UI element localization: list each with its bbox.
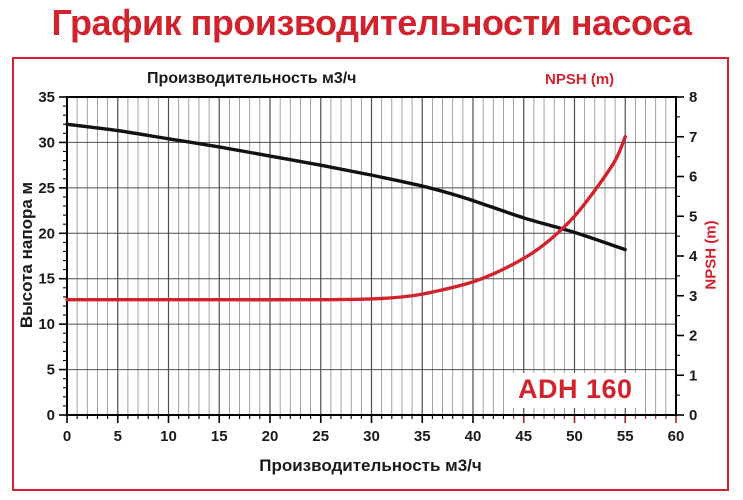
- svg-text:30: 30: [363, 428, 380, 445]
- svg-text:20: 20: [38, 225, 55, 242]
- svg-text:7: 7: [689, 129, 697, 146]
- top-axis-label: Производительность м3/ч: [147, 70, 357, 87]
- svg-text:6: 6: [689, 169, 697, 186]
- svg-text:60: 60: [668, 428, 685, 445]
- svg-text:0: 0: [47, 407, 55, 424]
- svg-text:5: 5: [689, 208, 697, 225]
- svg-text:8: 8: [689, 89, 697, 106]
- svg-text:3: 3: [689, 288, 697, 305]
- page-title: График производительности насоса: [51, 2, 692, 43]
- svg-text:4: 4: [689, 248, 698, 265]
- svg-text:25: 25: [312, 428, 329, 445]
- svg-text:40: 40: [465, 428, 482, 445]
- svg-text:45: 45: [515, 428, 532, 445]
- x-axis-title: Производительность м3/ч: [259, 456, 482, 475]
- svg-text:15: 15: [211, 428, 228, 445]
- svg-text:5: 5: [114, 428, 122, 445]
- svg-text:15: 15: [38, 271, 55, 288]
- svg-text:25: 25: [38, 180, 55, 197]
- y-axis-right-title: NPSH (m): [702, 220, 720, 290]
- svg-text:10: 10: [38, 316, 55, 333]
- svg-text:10: 10: [160, 428, 177, 445]
- npsh-top-label: NPSH (m): [545, 71, 615, 88]
- svg-text:2: 2: [689, 328, 697, 345]
- svg-text:1: 1: [689, 367, 697, 384]
- pump-model-label: ADH 160: [508, 373, 643, 408]
- svg-text:35: 35: [38, 89, 55, 106]
- svg-text:55: 55: [617, 428, 634, 445]
- svg-text:20: 20: [262, 428, 279, 445]
- svg-text:30: 30: [38, 134, 55, 151]
- svg-text:5: 5: [47, 362, 55, 379]
- svg-text:0: 0: [63, 428, 71, 445]
- svg-text:50: 50: [566, 428, 583, 445]
- y-axis-left-title: Высота напора м: [17, 181, 36, 329]
- svg-text:0: 0: [689, 407, 697, 424]
- chart-panel: 0 5 10 15 20 25 30 35 0 5 10 15 20 25 30 35 40 45 50 55 60 0 1…: [12, 57, 729, 491]
- svg-text:35: 35: [414, 428, 431, 445]
